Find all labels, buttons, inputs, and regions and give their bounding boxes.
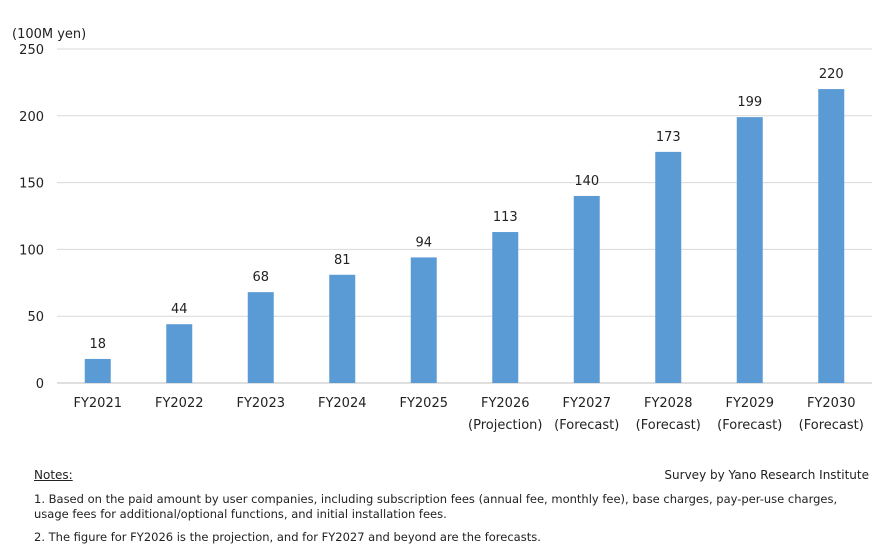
bar-6 — [573, 195, 600, 383]
x-tick-label: FY2028 — [644, 396, 693, 411]
x-tick-sublabel: (Forecast) — [799, 418, 864, 433]
data-label: 94 — [415, 235, 432, 250]
y-tick-label: 100 — [19, 243, 44, 258]
bar-2 — [247, 292, 274, 383]
data-label: 140 — [574, 174, 599, 189]
y-tick-label: 0 — [36, 377, 44, 392]
x-tick-sublabel: (Forecast) — [717, 418, 782, 433]
x-tick-label: FY2023 — [236, 396, 285, 411]
y-tick-label: 250 — [19, 43, 44, 58]
data-label: 173 — [656, 130, 681, 145]
bar-7 — [655, 151, 682, 383]
bar-chart: 0 50 100 150 200 250 18 FY2021 44 FY2022 68 FY2023 8… — [19, 43, 872, 433]
x-tick-label: FY2026 — [481, 396, 530, 411]
data-label: 113 — [493, 210, 518, 225]
bar-8 — [736, 117, 763, 384]
data-label: 81 — [334, 253, 351, 268]
y-tick-label: 50 — [27, 310, 44, 325]
x-tick-label: FY2025 — [399, 396, 448, 411]
bar-4 — [410, 257, 437, 383]
source-label: Survey by Yano Research Institute — [664, 468, 869, 482]
note-1: 1. Based on the paid amount by user comp… — [34, 492, 838, 521]
bar-9 — [818, 89, 845, 383]
x-tick-sublabel: (Forecast) — [554, 418, 619, 433]
note-2: 2. The figure for FY2026 is the projecti… — [34, 530, 541, 544]
x-tick-label: FY2030 — [807, 396, 856, 411]
x-tick-label: FY2029 — [725, 396, 774, 411]
x-tick-sublabel: (Projection) — [468, 418, 542, 433]
x-tick-label: FY2021 — [73, 396, 122, 411]
y-tick-label: 150 — [19, 177, 44, 192]
bar-1 — [166, 324, 193, 383]
bar-3 — [329, 274, 356, 383]
x-tick-sublabel: (Forecast) — [636, 418, 701, 433]
bar-0 — [84, 358, 111, 383]
data-label: 68 — [252, 270, 269, 285]
bar-5 — [492, 232, 519, 383]
y-axis-unit-label: (100M yen) — [12, 27, 87, 42]
y-tick-label: 200 — [19, 110, 44, 125]
notes-title: Notes: — [34, 468, 73, 482]
data-label: 44 — [171, 302, 188, 317]
data-label: 220 — [819, 67, 844, 82]
data-label: 18 — [89, 337, 106, 352]
x-tick-label: FY2024 — [318, 396, 367, 411]
data-label: 199 — [737, 95, 762, 110]
x-tick-label: FY2027 — [562, 396, 611, 411]
x-tick-label: FY2022 — [155, 396, 204, 411]
chart-canvas: 0 50 100 150 200 250 18 FY2021 44 FY2022 68 FY2023 8… — [19, 43, 872, 433]
